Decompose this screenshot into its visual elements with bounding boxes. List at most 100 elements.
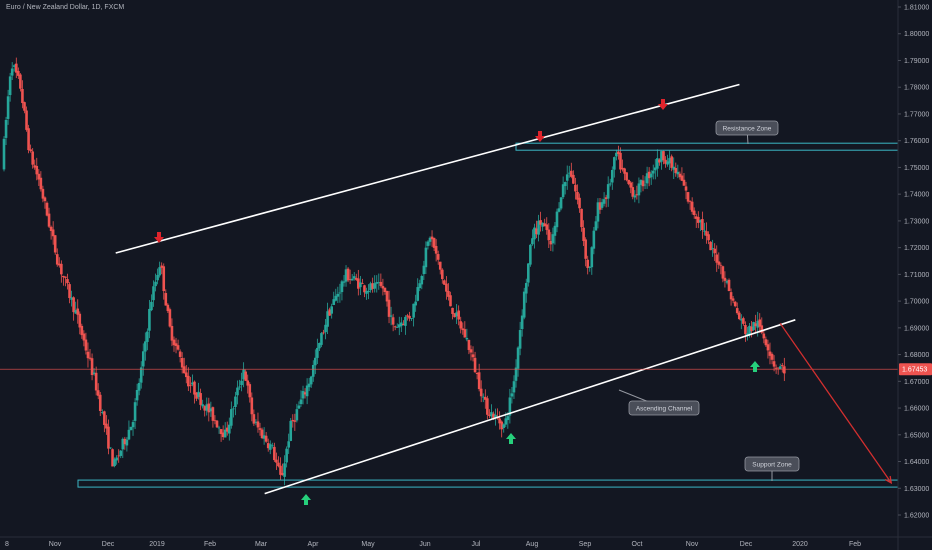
candle — [578, 193, 581, 213]
candle — [670, 154, 673, 172]
candle-body — [25, 110, 28, 130]
candle — [156, 268, 159, 285]
candle — [377, 273, 381, 290]
candle-body — [195, 392, 198, 399]
candle — [502, 423, 506, 433]
candle-body — [184, 372, 188, 378]
candle-body — [653, 167, 657, 171]
candle-body — [740, 319, 743, 321]
candle-body — [660, 151, 663, 162]
candle-body — [154, 281, 157, 287]
down-arrow-icon — [154, 232, 164, 243]
candle-body — [451, 307, 454, 314]
candle — [608, 178, 612, 187]
candle-body — [729, 292, 733, 300]
candle — [438, 261, 442, 275]
candle-body — [105, 423, 108, 429]
candle-body — [49, 226, 53, 232]
candle — [416, 278, 420, 302]
candle — [590, 246, 594, 275]
candle — [19, 73, 22, 92]
candle — [350, 274, 354, 281]
support-zone-callout: Support Zone — [744, 456, 800, 481]
candle-body — [43, 197, 47, 202]
candle-body — [4, 119, 8, 138]
price-tick-label: 1.80000 — [904, 31, 929, 38]
candle — [613, 156, 616, 178]
price-tick-label: 1.64000 — [904, 459, 929, 466]
candle-body — [783, 366, 786, 374]
candle-body — [395, 326, 399, 328]
candle — [674, 162, 678, 177]
candle-body — [592, 230, 596, 249]
candle — [430, 230, 434, 247]
candle-body — [449, 295, 452, 307]
candle-body — [41, 188, 45, 199]
candle-body — [334, 295, 338, 301]
candle — [434, 239, 438, 262]
candle — [4, 116, 8, 145]
candle — [326, 302, 329, 334]
candle — [357, 269, 360, 296]
candle — [717, 252, 721, 269]
candle — [289, 418, 293, 442]
candle — [615, 149, 618, 161]
candle — [160, 262, 164, 275]
candle — [570, 162, 573, 179]
candle-body — [342, 281, 346, 283]
candle-body — [273, 446, 276, 461]
candle — [365, 287, 368, 300]
candle-body — [488, 414, 491, 416]
candle — [500, 420, 503, 438]
candle-body — [162, 266, 166, 292]
candle — [84, 332, 88, 355]
candle-body — [668, 158, 671, 164]
time-tick-label: Oct — [632, 541, 643, 548]
candle — [514, 359, 518, 388]
candle-body — [156, 274, 159, 281]
candle-body — [512, 381, 516, 393]
candle-body — [385, 290, 389, 302]
candle — [594, 216, 598, 231]
candle-body — [412, 303, 415, 318]
candle — [469, 345, 473, 361]
candle-body — [471, 354, 475, 358]
price-tick-label: 1.75000 — [904, 165, 929, 172]
candle — [490, 404, 493, 420]
candle-body — [561, 184, 565, 198]
candle — [387, 290, 391, 324]
candle — [764, 336, 768, 347]
candle-body — [189, 385, 192, 386]
candle-body — [357, 278, 360, 289]
candle — [2, 136, 6, 172]
candle — [699, 219, 702, 232]
candle-body — [314, 357, 317, 366]
candle — [191, 374, 194, 387]
candle — [418, 279, 422, 292]
candle-body — [551, 234, 555, 244]
candle — [316, 338, 319, 364]
candle — [332, 291, 336, 306]
candle — [150, 294, 153, 312]
candle-body — [670, 156, 673, 168]
candle — [176, 339, 180, 351]
candle — [205, 397, 209, 416]
candle-body — [699, 220, 702, 223]
candle-body — [2, 138, 6, 170]
candle — [246, 374, 250, 394]
candle-body — [60, 263, 63, 275]
candle-body — [174, 343, 178, 346]
candle — [408, 311, 411, 322]
candle-body — [727, 279, 731, 292]
price-tick-label: 1.79000 — [904, 58, 929, 65]
candle — [293, 413, 297, 431]
candle-body — [676, 171, 680, 175]
candle — [649, 170, 653, 185]
candle — [567, 165, 571, 178]
candle — [549, 232, 553, 251]
candle-body — [400, 322, 403, 327]
candles — [2, 57, 786, 486]
candle — [33, 159, 37, 170]
candle-body — [146, 331, 149, 342]
